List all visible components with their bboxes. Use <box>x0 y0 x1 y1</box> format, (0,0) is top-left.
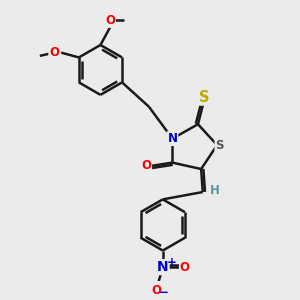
Text: H: H <box>210 184 220 197</box>
Text: N: N <box>167 132 177 145</box>
Text: S: S <box>215 139 224 152</box>
Text: S: S <box>200 90 210 105</box>
Text: O: O <box>180 261 190 274</box>
Text: N: N <box>157 260 169 274</box>
Text: O: O <box>152 284 162 297</box>
Text: O: O <box>141 159 151 172</box>
Text: O: O <box>49 46 59 59</box>
Text: −: − <box>159 286 169 299</box>
Text: O: O <box>105 14 115 27</box>
Text: +: + <box>167 256 177 269</box>
